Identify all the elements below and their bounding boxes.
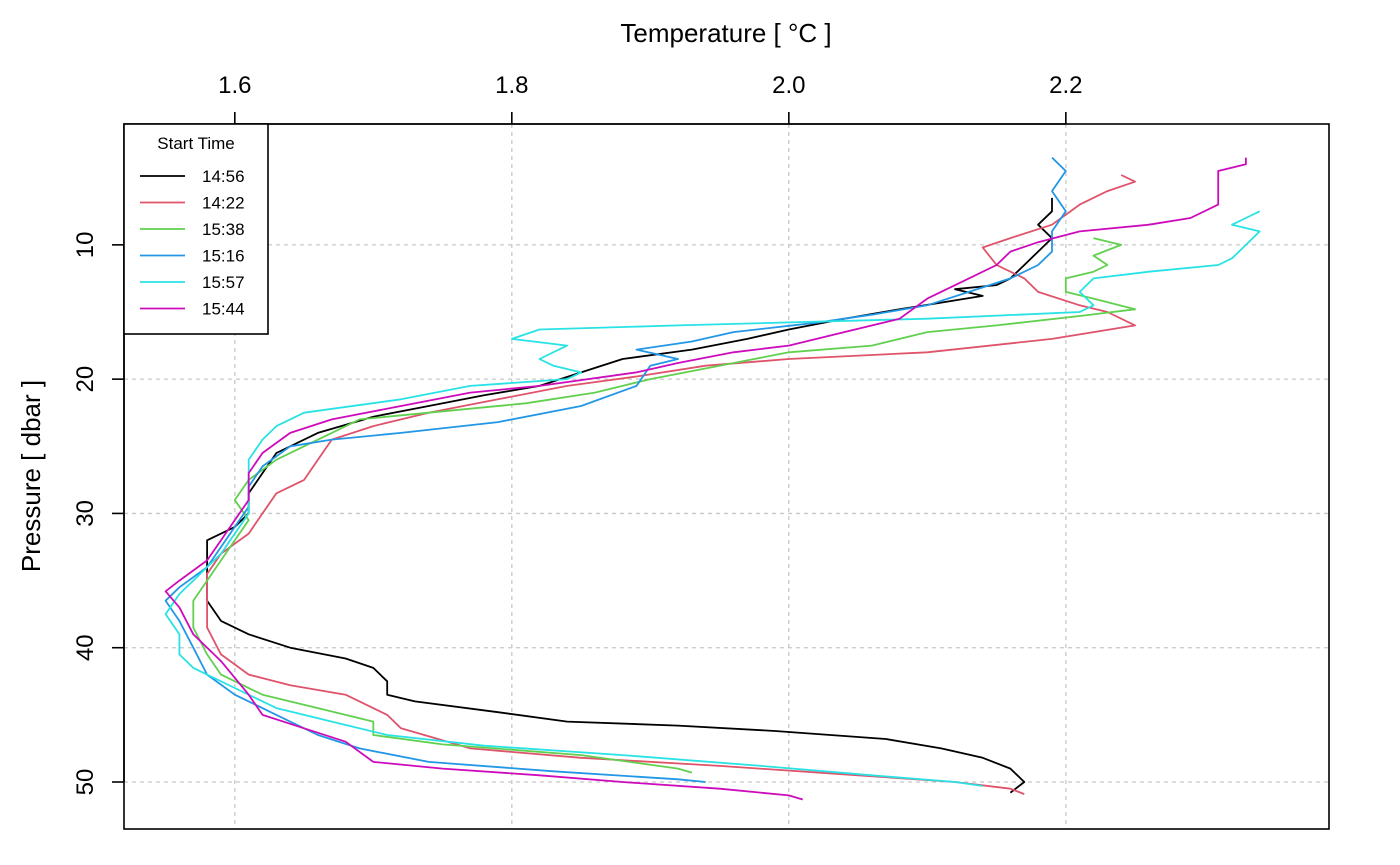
legend-label: 15:16 bbox=[202, 247, 245, 266]
legend-label: 14:56 bbox=[202, 167, 245, 186]
x-tick-label: 1.8 bbox=[495, 72, 528, 99]
y-tick-label: 20 bbox=[72, 366, 99, 393]
x-tick-label: 1.6 bbox=[218, 72, 251, 99]
series-line-1422 bbox=[206, 174, 1136, 795]
legend-items: 14:56 14:22 15:38 15:16 15:57 15:44 bbox=[140, 167, 245, 319]
x-axis-title: Temperature [ °C ] bbox=[620, 18, 831, 48]
y-tick-label: 50 bbox=[72, 769, 99, 796]
y-tick-label: 40 bbox=[72, 634, 99, 661]
legend-title: Start Time bbox=[157, 134, 234, 153]
series-layer bbox=[164, 156, 1261, 801]
y-tick-label: 10 bbox=[72, 232, 99, 259]
y-tick-label: 30 bbox=[72, 500, 99, 527]
legend-label: 15:57 bbox=[202, 273, 245, 292]
legend-label: 15:44 bbox=[202, 300, 245, 319]
series-line-1456 bbox=[206, 197, 1053, 794]
x-tick-label: 2.0 bbox=[772, 72, 805, 99]
legend-label: 15:38 bbox=[202, 220, 245, 239]
y-axis: 10 20 30 40 50 bbox=[72, 232, 125, 796]
legend-box bbox=[123, 123, 269, 335]
x-axis: 1.6 1.8 2.0 2.2 bbox=[218, 72, 1083, 125]
legend-label: 14:22 bbox=[202, 194, 245, 213]
grid-layer bbox=[124, 124, 1329, 829]
plot-frame bbox=[123, 123, 1330, 830]
series-line-1544 bbox=[164, 157, 1247, 801]
y-axis-title: Pressure [ dbar ] bbox=[16, 380, 46, 572]
legend: Start Time 14:56 14:22 15:38 15:16 15:57 15:4… bbox=[123, 123, 269, 335]
series-line-1516 bbox=[164, 156, 1067, 783]
x-tick-label: 2.2 bbox=[1049, 72, 1082, 99]
series-line-1557 bbox=[164, 210, 1261, 787]
